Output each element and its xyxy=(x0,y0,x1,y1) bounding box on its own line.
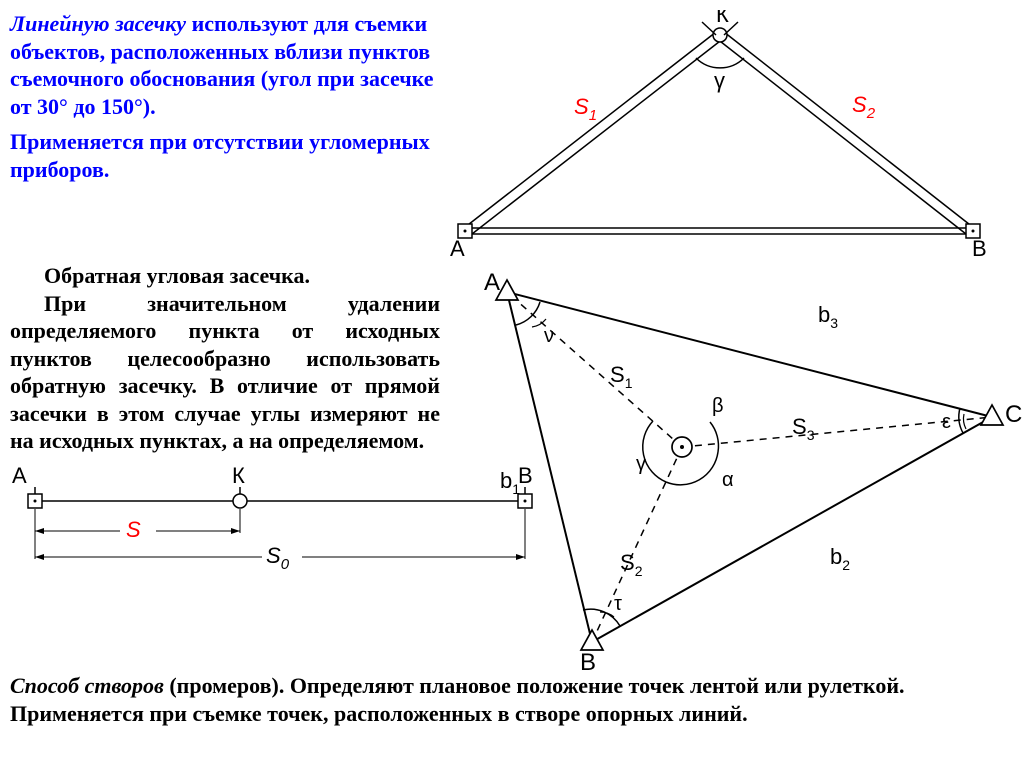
label-rC: С xyxy=(1005,401,1022,428)
label-S1: S1 xyxy=(574,94,597,124)
label-gamma: γ xyxy=(714,68,725,93)
label-b1: b1 xyxy=(500,468,520,497)
label-K: К xyxy=(716,10,729,27)
label-gamma2: γ xyxy=(636,453,646,475)
heading-reverse-intersection: Обратная угловая засечка. xyxy=(10,262,440,290)
paragraph-no-angle-instruments: Применяется при отсутствии угломерных пр… xyxy=(10,128,434,183)
paragraph-stvor-method: Способ створов (промеров). Определяют пл… xyxy=(10,672,1004,727)
figure-reverse-intersection: А В С b1 b2 b3 S1 S2 S3 β α γ ν τ ε xyxy=(452,262,1024,672)
label-B: В xyxy=(972,236,987,258)
p4-lead: Способ створов xyxy=(10,673,164,698)
figure-triangle: К А В S1 S2 γ xyxy=(444,10,1004,258)
paragraph-reverse-intersection: При значительном удалении определяемого … xyxy=(10,290,440,455)
label-rS2: S2 xyxy=(620,550,643,579)
label-S: S xyxy=(126,517,141,542)
label-line-A: А xyxy=(12,463,27,488)
label-rB: В xyxy=(580,649,596,672)
label-line-K: К xyxy=(232,463,245,488)
label-b3: b3 xyxy=(818,302,838,331)
label-tau: τ xyxy=(614,593,622,615)
label-alpha: α xyxy=(722,469,734,491)
label-beta: β xyxy=(712,395,724,417)
label-eps: ε xyxy=(942,411,951,433)
label-b2: b2 xyxy=(830,544,850,573)
label-rA: А xyxy=(484,269,500,296)
p1-lead: Линейную засечку xyxy=(10,11,186,36)
label-S2: S2 xyxy=(852,92,876,122)
paragraph-linear-intersection: Линейную засечку используют для съемки о… xyxy=(10,10,434,120)
label-nu: ν xyxy=(544,325,554,347)
label-rS1: S1 xyxy=(610,362,633,391)
label-A: А xyxy=(450,236,465,258)
label-rS3: S3 xyxy=(792,414,815,443)
